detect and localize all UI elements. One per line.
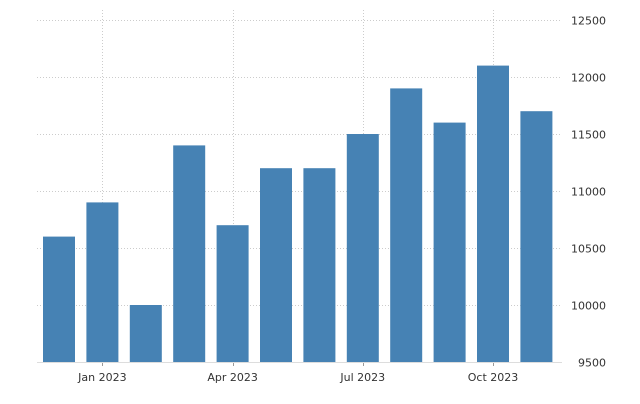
y-axis-ticks: 9500 10000 10500 11000 11500 12000 12500 bbox=[571, 15, 606, 370]
x-tick-label: Oct 2023 bbox=[468, 371, 519, 384]
x-tick-label: Apr 2023 bbox=[207, 371, 258, 384]
y-tick-label: 11500 bbox=[571, 129, 606, 142]
y-tick-label: 11000 bbox=[571, 186, 606, 199]
bar-2023-07[interactable] bbox=[346, 134, 379, 362]
bar-2023-02[interactable] bbox=[129, 305, 162, 362]
bar-2023-06[interactable] bbox=[303, 168, 336, 362]
x-tick-label: Jan 2023 bbox=[77, 371, 126, 384]
bar-2022-12[interactable] bbox=[43, 236, 75, 362]
bar-2023-03[interactable] bbox=[173, 145, 206, 362]
x-axis-ticks: Jan 2023 Apr 2023 Jul 2023 Oct 2023 bbox=[37, 362, 562, 384]
y-tick-label: 10000 bbox=[571, 300, 606, 313]
y-tick-label: 9500 bbox=[578, 357, 606, 370]
bar-2023-11[interactable] bbox=[520, 111, 553, 362]
y-tick-label: 12500 bbox=[571, 15, 606, 28]
bar-series bbox=[43, 65, 553, 363]
bar-2023-08[interactable] bbox=[390, 88, 423, 363]
bar-2023-05[interactable] bbox=[260, 168, 292, 362]
bar-2023-01[interactable] bbox=[86, 202, 119, 362]
x-tick-label: Jul 2023 bbox=[339, 371, 385, 384]
bar-2023-09[interactable] bbox=[433, 122, 466, 362]
bar-2023-10[interactable] bbox=[477, 65, 509, 362]
y-tick-label: 12000 bbox=[571, 72, 606, 85]
bar-2023-04[interactable] bbox=[216, 225, 249, 362]
y-tick-label: 10500 bbox=[571, 243, 606, 256]
